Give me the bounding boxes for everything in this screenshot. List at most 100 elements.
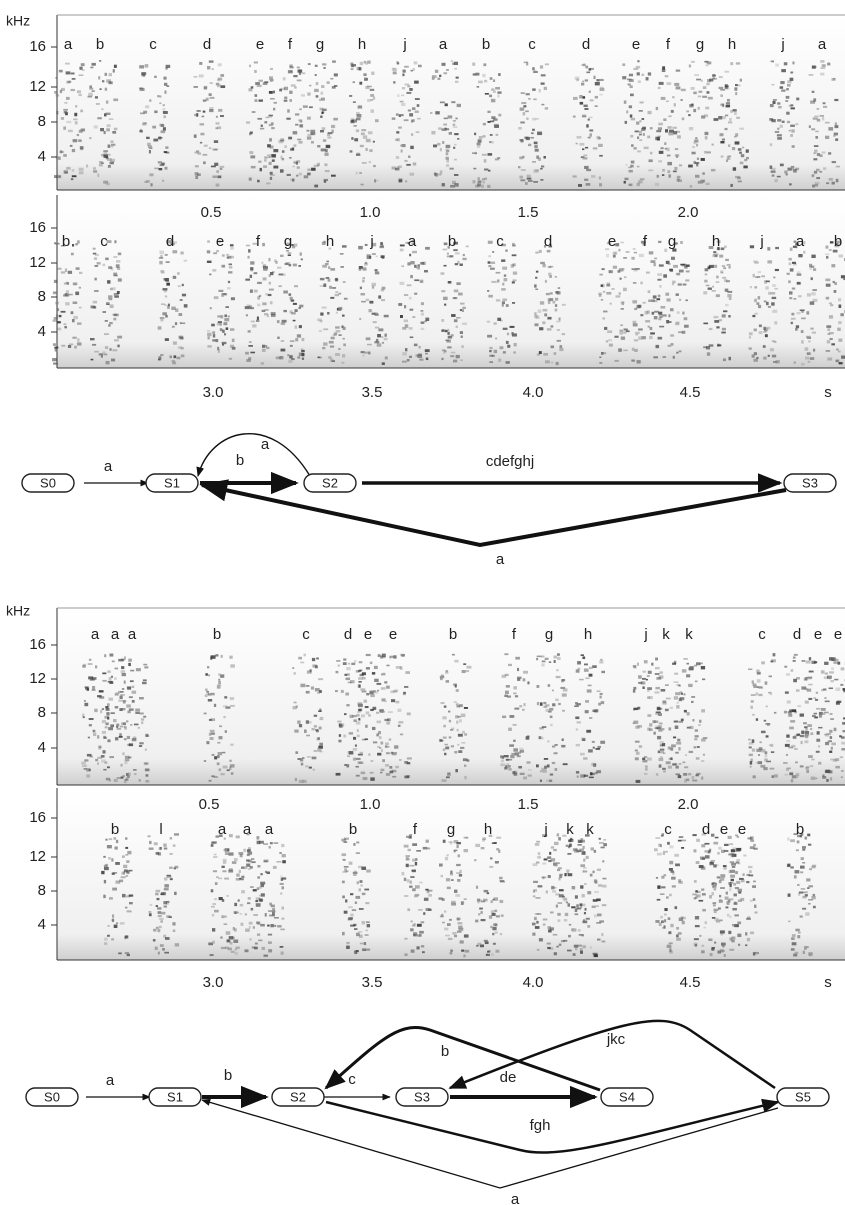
spectral-energy bbox=[106, 113, 111, 115]
spectral-energy bbox=[797, 274, 802, 276]
spectral-energy bbox=[580, 102, 584, 105]
spectral-energy bbox=[829, 737, 832, 739]
spectral-energy bbox=[828, 152, 831, 154]
spectral-energy bbox=[814, 66, 817, 68]
spectral-energy bbox=[260, 882, 265, 885]
spectral-energy bbox=[711, 834, 714, 837]
spectral-energy bbox=[633, 321, 637, 324]
spectral-energy bbox=[836, 179, 839, 182]
spectral-energy bbox=[725, 115, 728, 117]
spectral-energy bbox=[560, 345, 563, 348]
spectral-energy bbox=[791, 107, 795, 109]
spectral-energy bbox=[676, 293, 679, 296]
spectral-energy bbox=[840, 756, 843, 758]
spectral-energy bbox=[307, 136, 311, 139]
spectral-energy bbox=[754, 286, 757, 288]
spectral-energy bbox=[307, 117, 311, 120]
spectral-energy bbox=[270, 924, 274, 927]
spectral-energy bbox=[701, 889, 704, 891]
spectral-energy bbox=[381, 742, 384, 745]
syllable-label: j bbox=[369, 233, 373, 250]
spectral-energy bbox=[618, 348, 622, 351]
spectral-energy bbox=[818, 745, 820, 747]
spectral-energy bbox=[230, 705, 235, 707]
spectral-energy bbox=[257, 304, 260, 307]
spectral-energy bbox=[446, 680, 449, 683]
spectral-energy bbox=[123, 871, 125, 874]
spectral-energy bbox=[718, 907, 721, 909]
spectral-energy bbox=[86, 774, 90, 777]
spectral-energy bbox=[411, 950, 415, 953]
spectral-energy bbox=[650, 152, 653, 155]
spectral-energy bbox=[359, 172, 362, 174]
spectral-energy bbox=[149, 913, 152, 916]
spectral-energy bbox=[77, 90, 81, 93]
spectral-energy bbox=[791, 166, 794, 169]
spectral-energy bbox=[413, 163, 417, 166]
y-tick-label: 12 bbox=[29, 254, 46, 271]
spectral-energy bbox=[679, 299, 681, 301]
spectral-energy bbox=[449, 919, 452, 921]
spectral-energy bbox=[194, 135, 197, 138]
spectral-energy bbox=[789, 292, 791, 295]
spectral-energy bbox=[786, 768, 789, 771]
spectral-energy bbox=[674, 854, 679, 857]
spectral-energy bbox=[244, 849, 246, 852]
spectral-energy bbox=[361, 714, 365, 717]
spectral-energy bbox=[638, 80, 641, 83]
spectral-energy bbox=[826, 246, 829, 249]
spectral-energy bbox=[539, 351, 542, 354]
spectral-energy bbox=[803, 722, 807, 724]
spectral-energy bbox=[498, 359, 501, 362]
spectral-energy bbox=[623, 350, 628, 352]
spectral-energy bbox=[639, 139, 642, 141]
spectral-energy bbox=[143, 679, 147, 681]
spectral-energy bbox=[369, 691, 373, 694]
spectral-energy bbox=[451, 901, 455, 903]
spectral-energy bbox=[283, 273, 286, 276]
spectral-energy bbox=[589, 91, 591, 93]
spectral-energy bbox=[474, 133, 476, 135]
spectral-energy bbox=[448, 115, 453, 118]
spectral-energy bbox=[178, 346, 182, 348]
spectral-energy bbox=[787, 84, 791, 87]
spectral-energy bbox=[164, 304, 166, 306]
spectral-energy bbox=[280, 255, 284, 257]
spectral-energy bbox=[544, 858, 548, 860]
spectral-energy bbox=[462, 731, 465, 734]
spectral-energy bbox=[513, 686, 517, 689]
spectral-energy bbox=[833, 759, 837, 762]
spectral-energy bbox=[749, 336, 751, 338]
spectral-energy bbox=[307, 173, 311, 176]
spectral-energy bbox=[654, 258, 657, 260]
spectral-energy bbox=[262, 349, 266, 352]
spectral-energy bbox=[798, 893, 800, 896]
spectral-energy bbox=[95, 278, 97, 281]
spectral-energy bbox=[279, 852, 282, 854]
spectral-energy bbox=[768, 292, 771, 295]
spectral-energy bbox=[829, 671, 834, 673]
spectral-energy bbox=[803, 951, 805, 954]
spectral-energy bbox=[77, 338, 79, 341]
spectral-energy bbox=[342, 245, 347, 247]
spectral-energy bbox=[251, 908, 254, 911]
spectral-energy bbox=[245, 914, 247, 916]
spectral-energy bbox=[416, 267, 420, 269]
spectral-energy bbox=[450, 255, 454, 257]
spectral-energy bbox=[280, 883, 284, 885]
spectral-energy bbox=[307, 130, 310, 132]
spectral-energy bbox=[457, 931, 462, 933]
spectral-energy bbox=[94, 257, 97, 259]
spectral-energy bbox=[335, 294, 339, 296]
spectral-energy bbox=[674, 696, 678, 699]
spectral-energy bbox=[65, 63, 70, 65]
spectral-energy bbox=[603, 318, 605, 320]
spectral-energy bbox=[219, 725, 222, 727]
spectral-energy bbox=[207, 666, 209, 668]
spectral-energy bbox=[662, 174, 664, 176]
spectral-energy bbox=[577, 721, 581, 723]
spectral-energy bbox=[373, 165, 376, 167]
spectral-energy bbox=[797, 312, 801, 314]
spectral-energy bbox=[663, 356, 667, 358]
spectral-energy bbox=[133, 769, 137, 771]
